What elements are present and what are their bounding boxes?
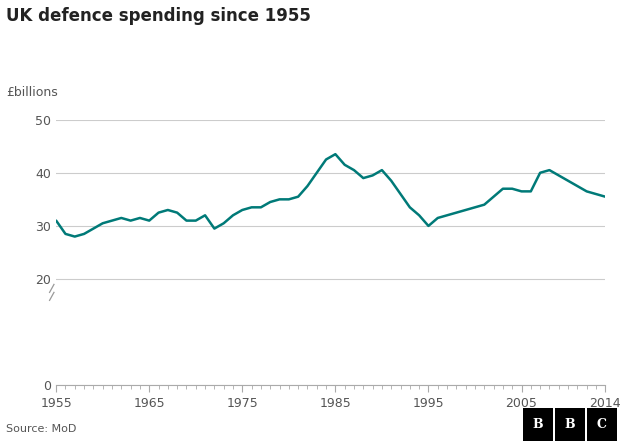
Text: Source: MoD: Source: MoD [6,424,77,434]
Text: B: B [564,418,575,431]
Text: £billions: £billions [6,86,58,99]
Text: UK defence spending since 1955: UK defence spending since 1955 [6,7,311,25]
Text: B: B [532,418,544,431]
Text: C: C [597,418,607,431]
